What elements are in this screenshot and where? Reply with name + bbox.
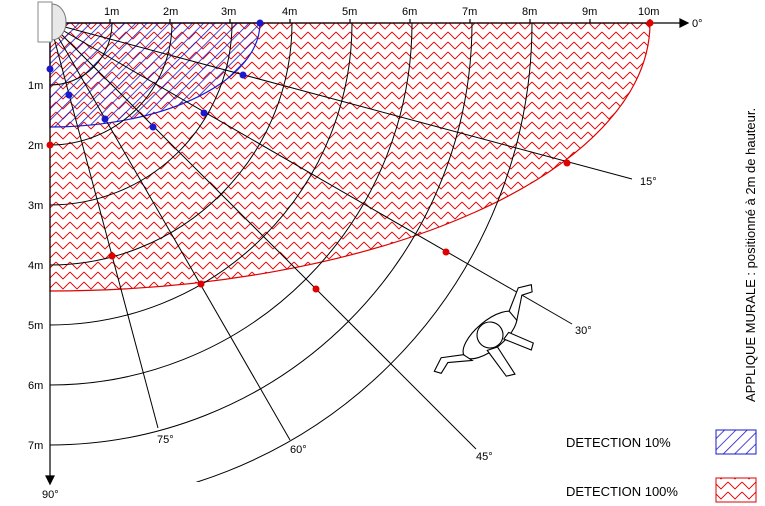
mounting-note: APPLIQUE MURALE : positionné à 2m de hau… (743, 108, 758, 402)
angle-label-60: 60° (290, 444, 307, 456)
legend-label-detection-100: DETECTION 100% (566, 484, 678, 499)
angle-label-45: 45° (476, 451, 493, 463)
y-tick-4m: 4m (28, 260, 43, 272)
x-tick-5m: 5m (342, 6, 357, 18)
y-tick-labels: 1m 2m 3m 4m 5m 6m 7m 90° (28, 80, 59, 501)
x-tick-10m: 10m (638, 6, 659, 18)
y-tick-1m: 1m (28, 80, 43, 92)
x-tick-1m: 1m (104, 6, 119, 18)
y-tick-2m: 2m (28, 140, 43, 152)
angle-label-90: 90° (42, 489, 59, 501)
wall-sensor-icon (37, 1, 67, 43)
detection-10-zone (49, 22, 261, 128)
angle-label-30: 30° (575, 325, 592, 337)
y-tick-5m: 5m (28, 320, 43, 332)
legend-swatch-detection-100 (715, 477, 757, 503)
x-tick-4m: 4m (282, 6, 297, 18)
axes (45, 18, 690, 486)
angle-labels: 15° 30° 45° 60° 75° (157, 176, 657, 463)
x-tick-6m: 6m (402, 6, 417, 18)
angle-rays (49, 22, 633, 450)
angle-label-15: 15° (640, 176, 657, 188)
y-tick-6m: 6m (28, 380, 43, 392)
legend: DETECTION 10% DETECTION 100% (566, 429, 757, 503)
y-tick-3m: 3m (28, 200, 43, 212)
x-tick-2m: 2m (163, 6, 178, 18)
y-tick-7m: 7m (28, 440, 43, 452)
walking-person-icon (433, 283, 534, 377)
x-tick-labels: 1m 2m 3m 4m 5m 6m 7m 8m 9m 10m 0° (104, 6, 703, 30)
x-tick-9m: 9m (582, 6, 597, 18)
angle-label-75: 75° (157, 434, 174, 446)
angle-label-0: 0° (692, 18, 703, 30)
detection-100-points (46, 19, 654, 293)
x-tick-7m: 7m (462, 6, 477, 18)
detection-10-points (46, 19, 264, 131)
x-tick-3m: 3m (221, 6, 236, 18)
x-tick-8m: 8m (522, 6, 537, 18)
legend-swatch-detection-10 (715, 429, 757, 455)
legend-label-detection-10: DETECTION 10% (566, 435, 671, 450)
